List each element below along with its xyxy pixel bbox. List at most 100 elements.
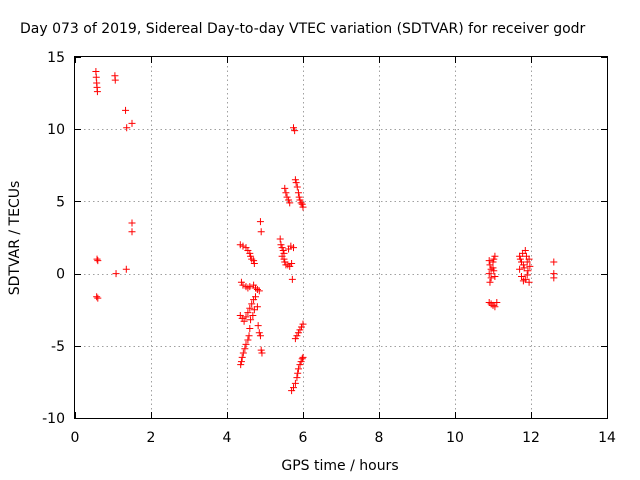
data-point bbox=[239, 281, 247, 289]
y-tick-label: 15 bbox=[47, 50, 65, 66]
data-point bbox=[493, 298, 501, 306]
data-point bbox=[257, 228, 265, 236]
y-axis-label: SDTVAR / TECUs bbox=[7, 181, 23, 296]
data-point bbox=[250, 306, 258, 314]
x-tick-label: 10 bbox=[446, 430, 464, 446]
data-point bbox=[524, 267, 532, 275]
data-point bbox=[94, 294, 102, 302]
data-point bbox=[298, 200, 306, 208]
y-tick-label: 10 bbox=[47, 122, 65, 138]
data-point bbox=[525, 255, 533, 263]
data-point bbox=[521, 275, 529, 283]
data-point bbox=[519, 261, 527, 269]
x-tick-label: 8 bbox=[375, 430, 384, 446]
data-point bbox=[297, 323, 305, 331]
x-tick-label: 0 bbox=[71, 430, 80, 446]
data-point bbox=[240, 317, 248, 325]
y-tick-label: 5 bbox=[56, 194, 65, 210]
chart-title: Day 073 of 2019, Sidereal Day-to-day VTE… bbox=[20, 21, 586, 37]
data-point bbox=[516, 252, 524, 260]
data-point bbox=[520, 264, 528, 272]
y-tick-label: 0 bbox=[56, 267, 65, 283]
data-point bbox=[550, 274, 558, 282]
data-point bbox=[288, 259, 296, 267]
data-point bbox=[286, 199, 294, 207]
data-point bbox=[278, 244, 286, 252]
data-point bbox=[290, 124, 297, 132]
data-point bbox=[291, 127, 299, 135]
data-point bbox=[288, 275, 296, 283]
data-point bbox=[291, 379, 299, 387]
y-tick-label: -5 bbox=[51, 339, 65, 355]
x-axis-label: GPS time / hours bbox=[281, 458, 398, 474]
data-point bbox=[280, 255, 288, 263]
x-tick-label: 12 bbox=[522, 430, 540, 446]
data-point bbox=[257, 346, 265, 354]
data-point bbox=[297, 199, 305, 207]
data-point bbox=[291, 335, 299, 343]
data-point bbox=[293, 374, 301, 382]
data-point bbox=[242, 340, 250, 348]
data-point bbox=[239, 349, 247, 357]
data-point bbox=[249, 311, 257, 319]
data-point bbox=[296, 196, 304, 204]
data-point bbox=[247, 252, 255, 260]
data-point bbox=[294, 189, 302, 197]
data-point bbox=[255, 287, 263, 295]
data-point bbox=[246, 283, 254, 291]
plot-frame bbox=[74, 56, 608, 419]
data-point bbox=[525, 278, 533, 286]
x-tick-label: 14 bbox=[598, 430, 616, 446]
data-point bbox=[294, 329, 302, 337]
data-point bbox=[290, 244, 297, 252]
data-point bbox=[94, 257, 102, 265]
data-point bbox=[489, 264, 497, 272]
grid-lines bbox=[75, 57, 607, 418]
data-point bbox=[526, 262, 534, 270]
data-point bbox=[256, 218, 264, 226]
data-point bbox=[247, 316, 255, 324]
data-point bbox=[252, 293, 259, 301]
data-point bbox=[128, 228, 136, 236]
data-point bbox=[299, 320, 307, 328]
x-tick-label: 6 bbox=[299, 430, 308, 446]
data-point bbox=[296, 326, 304, 334]
data-point bbox=[246, 249, 254, 257]
data-point bbox=[250, 259, 258, 267]
data-point bbox=[112, 270, 120, 278]
data-point bbox=[255, 329, 263, 337]
x-tick-label: 4 bbox=[223, 430, 232, 446]
data-point bbox=[290, 384, 297, 392]
data-point bbox=[254, 322, 262, 330]
data-point bbox=[282, 189, 290, 197]
data-point bbox=[246, 324, 254, 332]
data-point bbox=[491, 252, 499, 260]
data-point bbox=[516, 255, 524, 263]
data-point bbox=[297, 358, 305, 366]
data-point bbox=[250, 257, 258, 265]
data-point bbox=[518, 272, 525, 280]
data-point bbox=[486, 261, 494, 269]
x-tick-label: 2 bbox=[147, 430, 156, 446]
data-point bbox=[299, 353, 307, 361]
data-point bbox=[523, 271, 531, 279]
y-tick-label: -10 bbox=[42, 411, 65, 427]
data-point bbox=[516, 265, 524, 273]
tick-labels: 0 2 4 6 8 10 12 14 -10 -5 0 5 10 15 bbox=[42, 50, 616, 446]
data-point bbox=[294, 369, 302, 377]
data-point bbox=[292, 179, 300, 187]
data-point bbox=[246, 304, 254, 312]
data-point bbox=[253, 303, 261, 311]
data-point bbox=[122, 106, 130, 114]
data-point bbox=[521, 246, 529, 254]
data-point bbox=[93, 293, 101, 301]
data-point bbox=[279, 246, 287, 254]
data-point bbox=[299, 203, 307, 211]
data-point bbox=[248, 300, 256, 308]
data-points bbox=[92, 67, 558, 395]
data-point bbox=[258, 349, 266, 357]
data-point bbox=[490, 255, 498, 263]
data-point bbox=[291, 176, 299, 184]
data-point bbox=[237, 278, 245, 286]
